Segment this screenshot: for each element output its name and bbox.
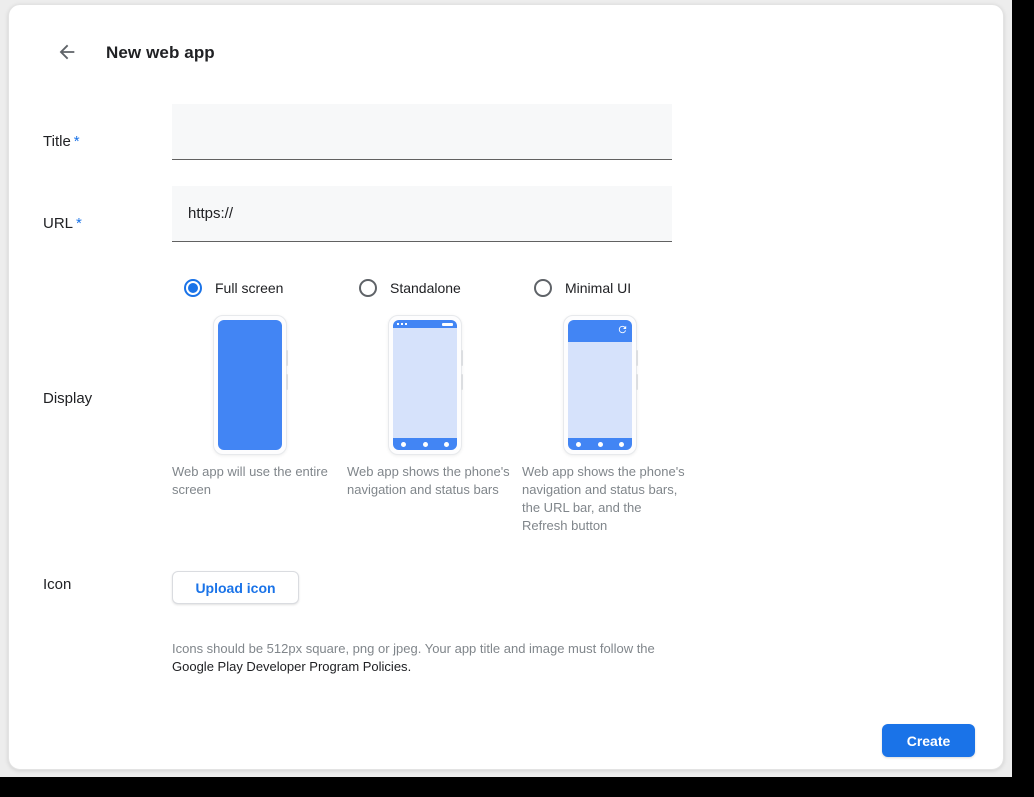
radio-label[interactable]: Full screen (215, 280, 284, 296)
create-button[interactable]: Create (882, 724, 975, 757)
radio-option-full-screen[interactable]: Full screen (172, 279, 347, 297)
status-bar (393, 320, 457, 328)
new-web-app-dialog: New web app Title* URL* Display Full scr… (8, 4, 1004, 770)
dialog-header: New web app (55, 41, 215, 65)
display-radio-group: Full screen Standalone Minimal UI (172, 279, 697, 297)
phone-illustration-minimal-ui (563, 315, 638, 455)
display-illustrations (172, 315, 697, 455)
refresh-icon (617, 322, 628, 340)
required-asterisk: * (73, 133, 80, 150)
title-field-label: Title * (43, 133, 80, 150)
option-description: Web app shows the phone's navigation and… (347, 464, 510, 497)
radio-button-icon[interactable] (534, 279, 552, 297)
radio-label[interactable]: Minimal UI (565, 280, 632, 296)
display-descriptions: Web app will use the entire screen Web a… (172, 463, 697, 535)
title-input[interactable] (172, 104, 672, 160)
url-input[interactable] (172, 186, 672, 242)
option-description: Web app shows the phone's navigation and… (522, 464, 685, 533)
url-field-label: URL * (43, 215, 82, 232)
radio-button-icon[interactable] (184, 279, 202, 297)
upload-icon-button[interactable]: Upload icon (172, 571, 299, 604)
navigation-bar (568, 438, 632, 450)
phone-illustration-standalone (388, 315, 463, 455)
radio-button-icon[interactable] (359, 279, 377, 297)
back-button[interactable] (55, 41, 79, 65)
radio-label[interactable]: Standalone (390, 280, 461, 296)
arrow-left-icon (56, 41, 78, 66)
page-title: New web app (106, 43, 215, 62)
icon-section-label: Icon (43, 576, 72, 593)
page-background: New web app Title* URL* Display Full scr… (0, 0, 1012, 777)
icon-help-text: Icons should be 512px square, png or jpe… (172, 641, 655, 674)
phone-illustration-full-screen (213, 315, 288, 455)
required-asterisk: * (76, 215, 82, 232)
option-description: Web app will use the entire screen (172, 464, 328, 497)
radio-option-minimal-ui[interactable]: Minimal UI (522, 279, 697, 297)
help-text-body: Icons should be 512px square, png or jpe… (172, 641, 655, 656)
radio-option-standalone[interactable]: Standalone (347, 279, 522, 297)
display-section-label: Display (43, 390, 93, 407)
url-bar (568, 320, 632, 342)
navigation-bar (393, 438, 457, 450)
policy-link[interactable]: Google Play Developer Program Policies (172, 659, 408, 674)
